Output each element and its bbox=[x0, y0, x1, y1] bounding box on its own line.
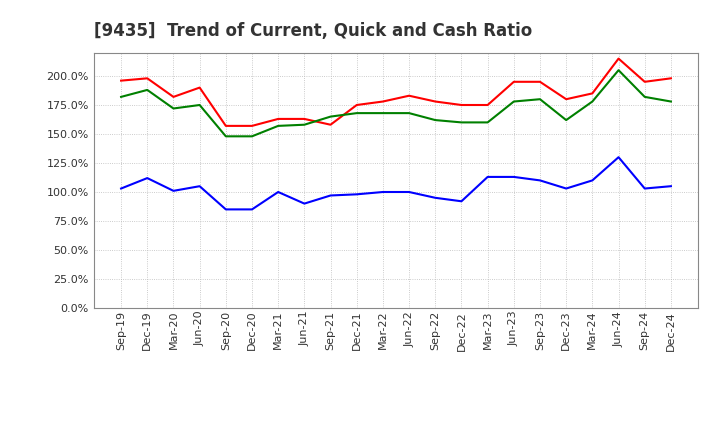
Current Ratio bbox=[300, 116, 309, 121]
Current Ratio bbox=[405, 93, 413, 99]
Cash Ratio bbox=[457, 198, 466, 204]
Current Ratio bbox=[483, 103, 492, 108]
Current Ratio bbox=[640, 79, 649, 84]
Current Ratio bbox=[248, 123, 256, 128]
Quick Ratio bbox=[536, 96, 544, 102]
Quick Ratio bbox=[169, 106, 178, 111]
Cash Ratio bbox=[431, 195, 440, 201]
Quick Ratio bbox=[300, 122, 309, 127]
Cash Ratio bbox=[405, 189, 413, 194]
Current Ratio bbox=[588, 91, 597, 96]
Text: [9435]  Trend of Current, Quick and Cash Ratio: [9435] Trend of Current, Quick and Cash … bbox=[94, 22, 532, 40]
Cash Ratio bbox=[379, 189, 387, 194]
Cash Ratio bbox=[640, 186, 649, 191]
Cash Ratio bbox=[562, 186, 570, 191]
Cash Ratio bbox=[248, 207, 256, 212]
Cash Ratio bbox=[326, 193, 335, 198]
Quick Ratio bbox=[117, 94, 125, 99]
Current Ratio bbox=[326, 122, 335, 127]
Quick Ratio bbox=[614, 68, 623, 73]
Quick Ratio bbox=[431, 117, 440, 123]
Cash Ratio bbox=[222, 207, 230, 212]
Cash Ratio bbox=[667, 183, 675, 189]
Current Ratio bbox=[222, 123, 230, 128]
Current Ratio bbox=[143, 76, 152, 81]
Quick Ratio bbox=[248, 134, 256, 139]
Line: Cash Ratio: Cash Ratio bbox=[121, 157, 671, 209]
Current Ratio bbox=[169, 94, 178, 99]
Current Ratio bbox=[117, 78, 125, 83]
Current Ratio bbox=[536, 79, 544, 84]
Current Ratio bbox=[562, 96, 570, 102]
Cash Ratio bbox=[117, 186, 125, 191]
Line: Quick Ratio: Quick Ratio bbox=[121, 70, 671, 136]
Current Ratio bbox=[614, 56, 623, 61]
Cash Ratio bbox=[536, 178, 544, 183]
Cash Ratio bbox=[169, 188, 178, 194]
Quick Ratio bbox=[274, 123, 282, 128]
Quick Ratio bbox=[640, 94, 649, 99]
Current Ratio bbox=[510, 79, 518, 84]
Cash Ratio bbox=[195, 183, 204, 189]
Cash Ratio bbox=[614, 154, 623, 160]
Cash Ratio bbox=[143, 176, 152, 181]
Cash Ratio bbox=[352, 192, 361, 197]
Quick Ratio bbox=[195, 103, 204, 108]
Quick Ratio bbox=[667, 99, 675, 104]
Quick Ratio bbox=[588, 99, 597, 104]
Quick Ratio bbox=[352, 110, 361, 116]
Current Ratio bbox=[457, 103, 466, 108]
Current Ratio bbox=[431, 99, 440, 104]
Quick Ratio bbox=[222, 134, 230, 139]
Current Ratio bbox=[352, 103, 361, 108]
Cash Ratio bbox=[588, 178, 597, 183]
Quick Ratio bbox=[562, 117, 570, 123]
Quick Ratio bbox=[326, 114, 335, 119]
Quick Ratio bbox=[379, 110, 387, 116]
Cash Ratio bbox=[274, 189, 282, 194]
Cash Ratio bbox=[483, 174, 492, 180]
Quick Ratio bbox=[457, 120, 466, 125]
Quick Ratio bbox=[483, 120, 492, 125]
Current Ratio bbox=[195, 85, 204, 90]
Line: Current Ratio: Current Ratio bbox=[121, 59, 671, 126]
Quick Ratio bbox=[143, 87, 152, 92]
Quick Ratio bbox=[405, 110, 413, 116]
Current Ratio bbox=[379, 99, 387, 104]
Cash Ratio bbox=[300, 201, 309, 206]
Current Ratio bbox=[667, 76, 675, 81]
Cash Ratio bbox=[510, 174, 518, 180]
Quick Ratio bbox=[510, 99, 518, 104]
Current Ratio bbox=[274, 116, 282, 121]
